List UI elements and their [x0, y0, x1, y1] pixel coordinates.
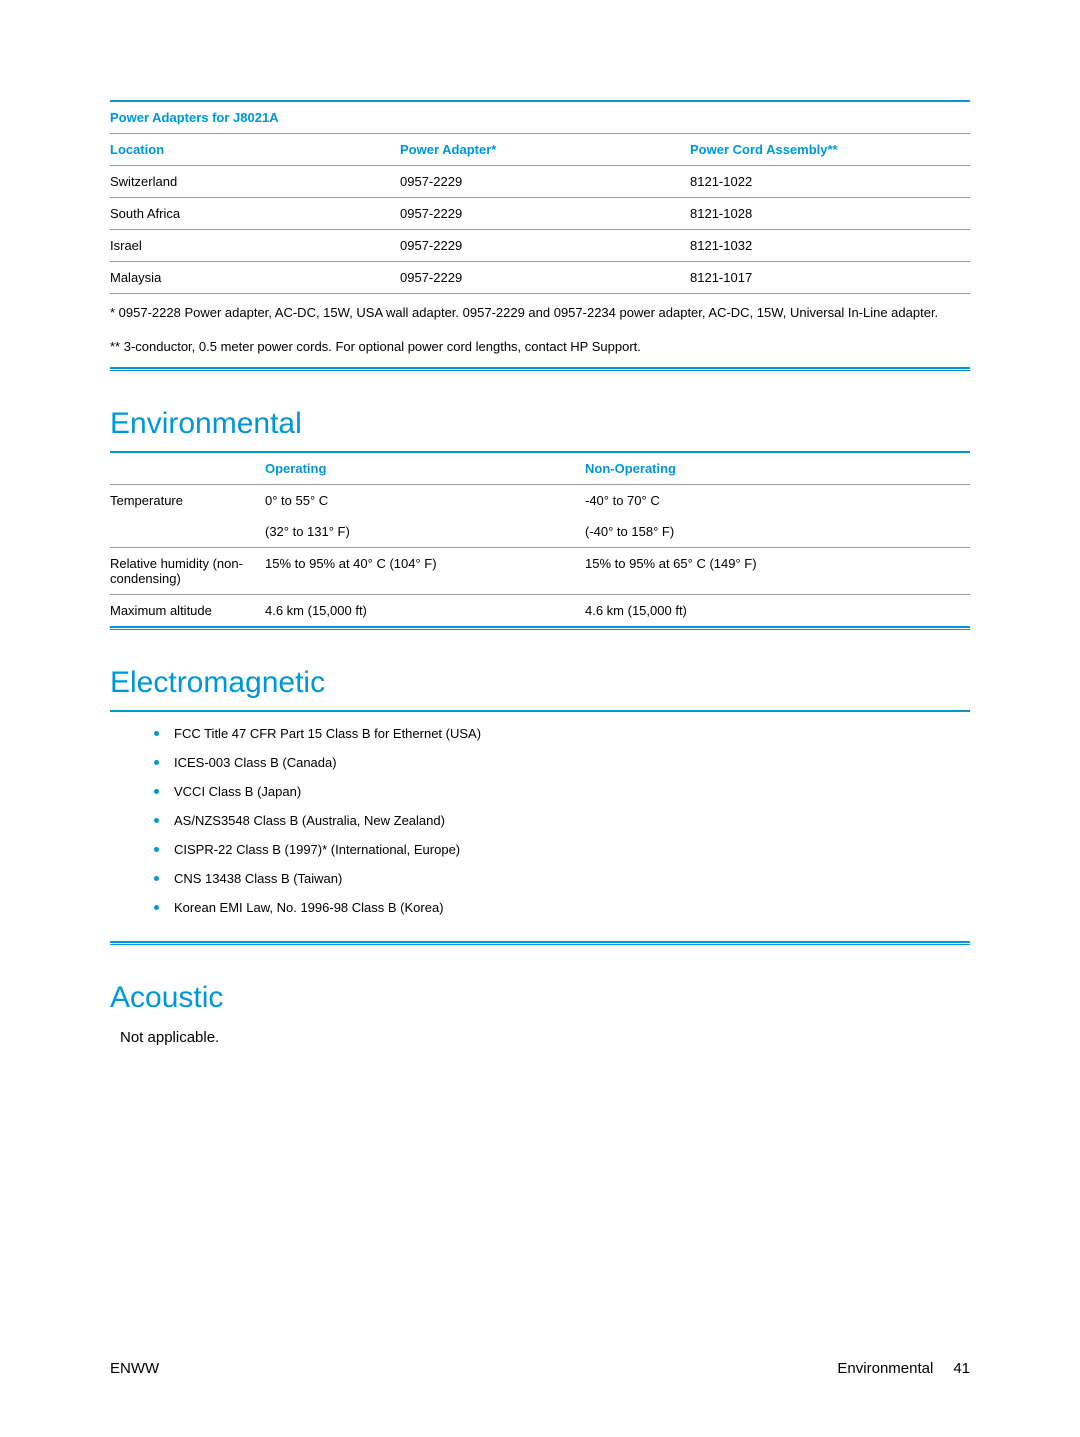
- list-item: CISPR-22 Class B (1997)* (International,…: [154, 842, 970, 871]
- cell-location: Switzerland: [110, 166, 400, 198]
- bullet-icon: [154, 876, 159, 881]
- col-location: Location: [110, 134, 400, 166]
- list-text: CNS 13438 Class B (Taiwan): [174, 871, 342, 886]
- cell-nop: 15% to 95% at 65° C (149° F): [585, 548, 970, 595]
- cell-cord: 8121-1028: [690, 198, 970, 230]
- table-row: Switzerland 0957-2229 8121-1022: [110, 166, 970, 198]
- table-row: Malaysia 0957-2229 8121-1017: [110, 262, 970, 294]
- cell-label: Maximum altitude: [110, 595, 265, 627]
- col-adapter: Power Adapter*: [400, 134, 690, 166]
- list-text: Korean EMI Law, No. 1996-98 Class B (Kor…: [174, 900, 444, 915]
- list-text: AS/NZS3548 Class B (Australia, New Zeala…: [174, 813, 445, 828]
- footnote-2: ** 3-conductor, 0.5 meter power cords. F…: [110, 328, 970, 369]
- adapters-table-title: Power Adapters for J8021A: [110, 101, 970, 134]
- cell-op: 0° to 55° C: [265, 485, 585, 517]
- heading-acoustic: Acoustic: [110, 981, 970, 1015]
- double-rule-icon: [110, 626, 970, 630]
- col-blank: [110, 452, 265, 485]
- footer-left: ENWW: [110, 1360, 159, 1377]
- rule-icon: [110, 710, 970, 712]
- bullet-icon: [154, 905, 159, 910]
- cell-adapter: 0957-2229: [400, 230, 690, 262]
- cell-label: Relative humidity (non-condensing): [110, 548, 265, 595]
- heading-electromagnetic: Electromagnetic: [110, 666, 970, 700]
- cell-label: Temperature: [110, 485, 265, 517]
- list-item: ICES-003 Class B (Canada): [154, 755, 970, 784]
- cell-adapter: 0957-2229: [400, 198, 690, 230]
- list-text: CISPR-22 Class B (1997)* (International,…: [174, 842, 460, 857]
- list-item: Korean EMI Law, No. 1996-98 Class B (Kor…: [154, 900, 970, 929]
- environmental-table: Operating Non-Operating Temperature 0° t…: [110, 451, 970, 627]
- cell-cord: 8121-1022: [690, 166, 970, 198]
- page: Power Adapters for J8021A Location Power…: [0, 0, 1080, 1437]
- table-row: (32° to 131° F) (-40° to 158° F): [110, 516, 970, 548]
- list-text: VCCI Class B (Japan): [174, 784, 301, 799]
- table-row: Relative humidity (non-condensing) 15% t…: [110, 548, 970, 595]
- cell-label: [110, 516, 265, 548]
- cell-location: South Africa: [110, 198, 400, 230]
- table-row: South Africa 0957-2229 8121-1028: [110, 198, 970, 230]
- col-operating: Operating: [265, 452, 585, 485]
- list-item: AS/NZS3548 Class B (Australia, New Zeala…: [154, 813, 970, 842]
- cell-nop: (-40° to 158° F): [585, 516, 970, 548]
- list-item: CNS 13438 Class B (Taiwan): [154, 871, 970, 900]
- footnote-1: * 0957-2228 Power adapter, AC-DC, 15W, U…: [110, 294, 970, 328]
- cell-op: 15% to 95% at 40° C (104° F): [265, 548, 585, 595]
- cell-op: 4.6 km (15,000 ft): [265, 595, 585, 627]
- table-row: Israel 0957-2229 8121-1032: [110, 230, 970, 262]
- double-rule-icon: [110, 941, 970, 945]
- list-item: VCCI Class B (Japan): [154, 784, 970, 813]
- cell-op: (32° to 131° F): [265, 516, 585, 548]
- col-cord: Power Cord Assembly**: [690, 134, 970, 166]
- bullet-icon: [154, 818, 159, 823]
- col-nonoperating: Non-Operating: [585, 452, 970, 485]
- list-text: FCC Title 47 CFR Part 15 Class B for Eth…: [174, 726, 481, 741]
- cell-nop: -40° to 70° C: [585, 485, 970, 517]
- footer-page: 41: [953, 1360, 970, 1377]
- page-footer: ENWW Environmental 41: [110, 1360, 970, 1377]
- double-rule-icon: [110, 367, 970, 371]
- bullet-icon: [154, 731, 159, 736]
- table-row: Temperature 0° to 55° C -40° to 70° C: [110, 485, 970, 517]
- cell-adapter: 0957-2229: [400, 262, 690, 294]
- bullet-icon: [154, 847, 159, 852]
- footer-section: Environmental: [837, 1360, 933, 1377]
- cell-adapter: 0957-2229: [400, 166, 690, 198]
- adapters-table: Power Adapters for J8021A Location Power…: [110, 100, 970, 294]
- cell-cord: 8121-1032: [690, 230, 970, 262]
- list-item: FCC Title 47 CFR Part 15 Class B for Eth…: [154, 726, 970, 755]
- electromagnetic-list: FCC Title 47 CFR Part 15 Class B for Eth…: [110, 726, 970, 929]
- cell-location: Malaysia: [110, 262, 400, 294]
- acoustic-text: Not applicable.: [110, 1029, 970, 1046]
- bullet-icon: [154, 789, 159, 794]
- list-text: ICES-003 Class B (Canada): [174, 755, 337, 770]
- table-row: Maximum altitude 4.6 km (15,000 ft) 4.6 …: [110, 595, 970, 627]
- heading-environmental: Environmental: [110, 407, 970, 441]
- bullet-icon: [154, 760, 159, 765]
- cell-nop: 4.6 km (15,000 ft): [585, 595, 970, 627]
- cell-cord: 8121-1017: [690, 262, 970, 294]
- cell-location: Israel: [110, 230, 400, 262]
